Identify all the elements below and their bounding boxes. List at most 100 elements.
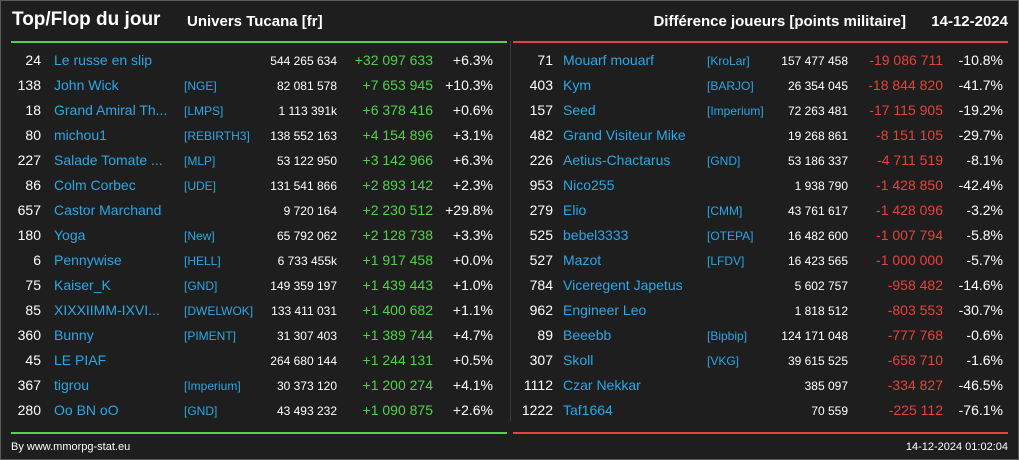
player-name-link[interactable]: Yoga bbox=[54, 227, 86, 243]
player-name-link[interactable]: Seed bbox=[563, 102, 596, 118]
percent-change: -5.8% bbox=[966, 227, 1003, 243]
points-difference: -658 710 bbox=[887, 352, 943, 368]
player-rank: 962 bbox=[529, 302, 553, 318]
percent-change: -0.6% bbox=[966, 327, 1003, 343]
player-name-link[interactable]: Colm Corbec bbox=[54, 177, 136, 193]
player-total-points: 6 733 455k bbox=[277, 254, 337, 268]
alliance-tag-link[interactable]: [LMPS] bbox=[184, 104, 224, 118]
player-name-link[interactable]: Skoll bbox=[563, 352, 594, 368]
alliance-tag-link[interactable]: [PIMENT] bbox=[184, 329, 237, 343]
player-name-link[interactable]: Mazot bbox=[563, 252, 602, 268]
alliance-tag-link[interactable]: [CMM] bbox=[707, 204, 743, 218]
alliance-tag-link[interactable]: [BARJO] bbox=[707, 79, 754, 93]
player-total-points: 157 477 458 bbox=[781, 54, 848, 68]
points-difference: +2 893 142 bbox=[362, 177, 433, 193]
player-name-link[interactable]: Viceregent Japetus bbox=[563, 277, 683, 293]
player-name-link[interactable]: Elio bbox=[563, 202, 587, 218]
player-rank: 180 bbox=[17, 227, 41, 243]
player-name-link[interactable]: Grand Amiral Th... bbox=[54, 102, 168, 118]
player-name-link[interactable]: Beeebb bbox=[563, 327, 612, 343]
alliance-tag-link[interactable]: [KroLar] bbox=[707, 54, 750, 68]
percent-change: +6.3% bbox=[452, 52, 493, 68]
percent-change: +29.8% bbox=[445, 202, 493, 218]
player-name-link[interactable]: Bunny bbox=[54, 327, 94, 343]
alliance-tag-link[interactable]: [HELL] bbox=[184, 254, 221, 268]
alliance-tag-link[interactable]: [UDE] bbox=[184, 179, 217, 193]
player-name-link[interactable]: Taf1664 bbox=[563, 402, 613, 418]
alliance-tag-link[interactable]: [LFDV] bbox=[707, 254, 745, 268]
alliance-tag-link[interactable]: [OTEPA] bbox=[707, 229, 754, 243]
player-rank: 85 bbox=[25, 302, 41, 318]
flop-row: 527 Mazot [LFDV] 16 423 565 -1 000 000 -5.7% bbox=[511, 248, 1009, 273]
alliance-tag-link[interactable]: [VKG] bbox=[707, 354, 740, 368]
player-name-link[interactable]: LE PIAF bbox=[54, 352, 107, 368]
player-name-link[interactable]: Nico255 bbox=[563, 177, 615, 193]
flop-row: 89 Beeebb [Bipbip] 124 171 048 -777 768 -0.6% bbox=[511, 323, 1009, 348]
top-row: 6 Pennywise [HELL] 6 733 455k +1 917 458 +0.0… bbox=[1, 248, 499, 273]
points-difference: -1 007 794 bbox=[876, 227, 943, 243]
player-name-link[interactable]: John Wick bbox=[54, 77, 119, 93]
player-name-link[interactable]: Mouarf mouarf bbox=[563, 52, 655, 68]
flop-row: 482 Grand Visiteur Mike 19 268 861 -8 151 1… bbox=[511, 123, 1009, 148]
player-name-link[interactable]: Grand Visiteur Mike bbox=[563, 127, 686, 143]
player-name-link[interactable]: Castor Marchand bbox=[54, 202, 162, 218]
flop-list: 71 Mouarf mouarf [KroLar] 157 477 458 -19 08… bbox=[511, 48, 1009, 423]
player-name-link[interactable]: bebel3333 bbox=[563, 227, 629, 243]
points-difference: -17 115 905 bbox=[869, 102, 943, 118]
top-divider bbox=[11, 41, 507, 43]
player-name-link[interactable]: Czar Nekkar bbox=[563, 377, 641, 393]
percent-change: -14.6% bbox=[958, 277, 1003, 293]
alliance-tag-link[interactable]: [Imperium] bbox=[184, 379, 241, 393]
player-total-points: 16 482 600 bbox=[787, 229, 848, 243]
flop-row: 307 Skoll [VKG] 39 615 525 -658 710 -1.6% bbox=[511, 348, 1009, 373]
top-row: 367 tigrou [Imperium] 30 373 120 +1 200 274 +… bbox=[1, 373, 499, 398]
player-total-points: 70 559 bbox=[811, 404, 848, 418]
player-name-link[interactable]: Kym bbox=[563, 77, 591, 93]
flop-row: 1112 Czar Nekkar 385 097 -334 827 -46.5% bbox=[511, 373, 1009, 398]
top-row: 80 michou1 [REBIRTH3] 138 552 163 +4 154 896… bbox=[1, 123, 499, 148]
player-name-link[interactable]: Pennywise bbox=[54, 252, 122, 268]
points-difference: +3 142 966 bbox=[362, 152, 433, 168]
alliance-tag-link[interactable]: [NGE] bbox=[184, 79, 217, 93]
flop-divider bbox=[513, 41, 1008, 43]
points-difference: -8 151 105 bbox=[876, 127, 943, 143]
points-difference: +7 653 945 bbox=[362, 77, 433, 93]
player-rank: 527 bbox=[529, 252, 553, 268]
player-name-link[interactable]: Oo BN oO bbox=[54, 402, 119, 418]
player-name-link[interactable]: michou1 bbox=[54, 127, 107, 143]
player-name-link[interactable]: Aetius-Chactarus bbox=[563, 152, 671, 168]
percent-change: +6.3% bbox=[452, 152, 493, 168]
player-total-points: 1 938 790 bbox=[794, 179, 848, 193]
player-rank: 1222 bbox=[521, 402, 553, 418]
top-row: 18 Grand Amiral Th... [LMPS] 1 113 391k +6 3… bbox=[1, 98, 499, 123]
alliance-tag-link[interactable]: [DWELWOK] bbox=[184, 304, 254, 318]
player-rank: 24 bbox=[25, 52, 41, 68]
alliance-tag-link[interactable]: [Bipbip] bbox=[707, 329, 748, 343]
player-rank: 138 bbox=[17, 77, 41, 93]
alliance-tag-link[interactable]: [GND] bbox=[707, 154, 741, 168]
alliance-tag-link[interactable]: [REBIRTH3] bbox=[184, 129, 250, 143]
alliance-tag-link[interactable]: [New] bbox=[184, 229, 215, 243]
percent-change: +1.1% bbox=[452, 302, 493, 318]
player-name-link[interactable]: tigrou bbox=[54, 377, 90, 393]
percent-change: -8.1% bbox=[966, 152, 1003, 168]
player-name-link[interactable]: XIXXIIMM-IXVI... bbox=[54, 302, 160, 318]
player-rank: 226 bbox=[529, 152, 553, 168]
player-name-link[interactable]: Kaiser_K bbox=[54, 277, 111, 293]
alliance-tag-link[interactable]: [GND] bbox=[184, 279, 218, 293]
percent-change: +3.1% bbox=[452, 127, 493, 143]
percent-change: +1.0% bbox=[452, 277, 493, 293]
player-name-link[interactable]: Le russe en slip bbox=[54, 52, 153, 68]
points-difference: -1 000 000 bbox=[876, 252, 943, 268]
player-name-link[interactable]: Engineer Leo bbox=[563, 302, 647, 318]
alliance-tag-link[interactable]: [MLP] bbox=[184, 154, 216, 168]
player-name-link[interactable]: Salade Tomate ... bbox=[54, 152, 163, 168]
flop-row: 962 Engineer Leo 1 818 512 -803 553 -30.7% bbox=[511, 298, 1009, 323]
percent-change: +0.5% bbox=[452, 352, 493, 368]
flop-row: 525 bebel3333 [OTEPA] 16 482 600 -1 007 794 -… bbox=[511, 223, 1009, 248]
alliance-tag-link[interactable]: [Imperium] bbox=[707, 104, 764, 118]
percent-change: -10.8% bbox=[958, 52, 1003, 68]
player-rank: 280 bbox=[17, 402, 41, 418]
alliance-tag-link[interactable]: [GND] bbox=[184, 404, 218, 418]
player-total-points: 544 265 634 bbox=[270, 54, 337, 68]
